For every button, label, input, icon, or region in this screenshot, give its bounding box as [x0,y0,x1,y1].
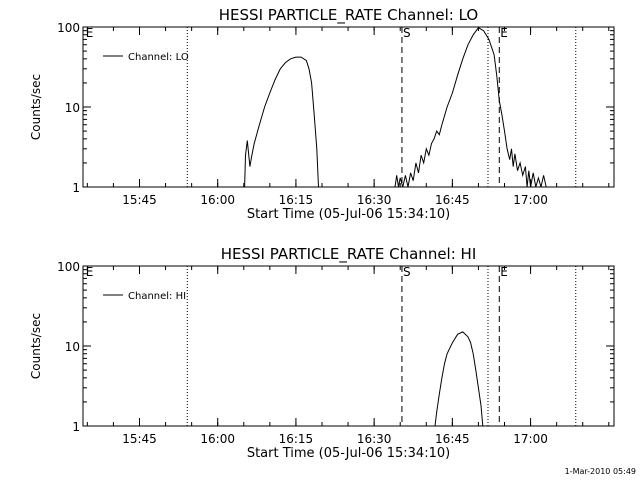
x-tick-label: 16:15 [279,193,314,207]
y-tick-label: 1 [72,181,80,195]
x-tick-label: 16:15 [279,432,314,446]
plot-frame [82,265,615,427]
plot-frame [82,26,615,188]
x-tick-label: 16:30 [357,193,392,207]
y-tick-label: 10 [65,101,80,115]
x-axis-label: Start Time (05-Jul-06 15:34:10) [247,446,450,461]
y-tick-label: 10 [65,340,80,354]
x-tick-label: 16:30 [357,432,392,446]
legend-label: Channel: LO [128,52,189,63]
chart-panel-hi: HESSI PARTICLE_RATE Channel: HI 15:45 16:0… [29,245,615,461]
y-axis-label: Counts/sec [29,74,43,140]
x-tick-label: 16:00 [200,432,235,446]
series-line [434,331,484,427]
x-tick-label: 17:00 [513,193,548,207]
legend-label: Channel: HI [128,291,186,302]
marker-label: E [500,265,508,279]
plot-timestamp: 1-Mar-2010 05:49 [565,467,636,476]
x-tick-label: 16:45 [435,432,470,446]
chart-title: HESSI PARTICLE_RATE Channel: LO [219,6,478,25]
marker-label: E [86,265,94,279]
marker-label: E [500,26,508,40]
x-tick-label: 16:45 [435,193,470,207]
y-axis-label: Counts/sec [29,313,43,379]
marker-label: E [86,26,94,40]
x-tick-label: 17:00 [513,432,548,446]
x-axis-label: Start Time (05-Jul-06 15:34:10) [247,207,450,222]
y-tick-label: 1 [72,420,80,434]
series-line [244,56,319,188]
x-tick-label: 15:45 [122,193,157,207]
marker-label: S [403,265,411,279]
x-tick-label: 15:45 [122,432,157,446]
marker-label: S [403,26,411,40]
chart-title: HESSI PARTICLE_RATE Channel: HI [221,245,477,264]
x-tick-label: 16:00 [200,193,235,207]
series-line [394,27,547,188]
y-tick-label: 100 [57,21,80,35]
y-tick-label: 100 [57,260,80,274]
chart-panel-lo: HESSI PARTICLE_RATE Channel: LO 15:45 16:0… [29,6,615,222]
